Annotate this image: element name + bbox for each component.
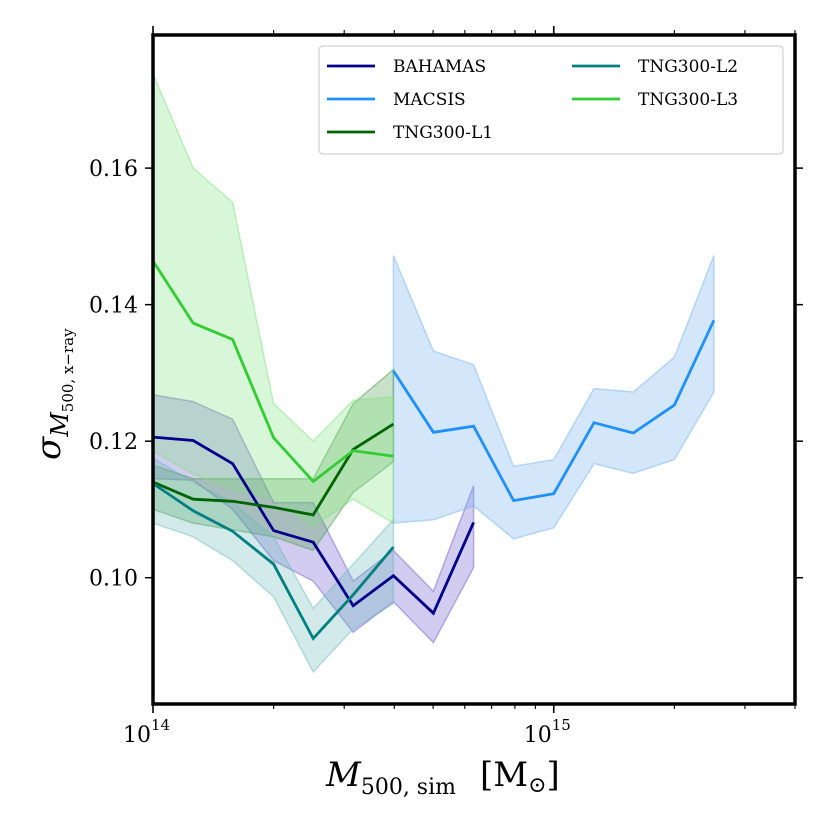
y-tick-labels: 0.10 0.12 0.14 0.16 [89, 157, 138, 592]
legend-label-tng300-l3: TNG300-L3 [638, 90, 738, 110]
line-tng300-l3 [151, 260, 394, 484]
line-tng300-l2 [152, 482, 395, 641]
y-tick-label: 0.12 [89, 430, 138, 455]
x-axis-label: M500, sim [M⊙] [325, 755, 560, 800]
y-tick-label: 0.14 [89, 294, 138, 319]
series-lines [151, 260, 716, 641]
uncertainty-bands [152, 73, 715, 674]
band-macsis [392, 255, 715, 540]
line-macsis [392, 319, 716, 503]
legend-label-tng300-l2: TNG300-L2 [638, 57, 738, 77]
x-tick-label: 1015 [524, 716, 571, 748]
line-bahamas [152, 435, 475, 616]
legend-label-bahamas: BAHAMAS [393, 57, 486, 77]
band-bahamas [152, 393, 475, 644]
band-tng300-l1 [152, 367, 395, 552]
y-tick-label: 0.16 [89, 157, 138, 182]
y-tick-label: 0.10 [89, 567, 138, 592]
x-tick-labels: 1014 1015 [123, 716, 571, 748]
legend-label-macsis: MACSIS [393, 90, 466, 110]
plot-frame [151, 33, 797, 706]
band-tng300-l3 [152, 73, 395, 528]
y-axis-label: σM500, x−ray [29, 328, 77, 460]
legend: BAHAMAS MACSIS TNG300-L1 TNG300-L2 TNG300-L3 [318, 45, 784, 155]
legend-box [318, 45, 784, 155]
x-tick-label: 1014 [123, 716, 170, 748]
axis-ticks [145, 26, 803, 713]
legend-label-tng300-l1: TNG300-L1 [393, 123, 493, 143]
